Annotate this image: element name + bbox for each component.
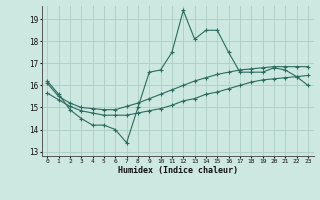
X-axis label: Humidex (Indice chaleur): Humidex (Indice chaleur) [118,166,237,175]
